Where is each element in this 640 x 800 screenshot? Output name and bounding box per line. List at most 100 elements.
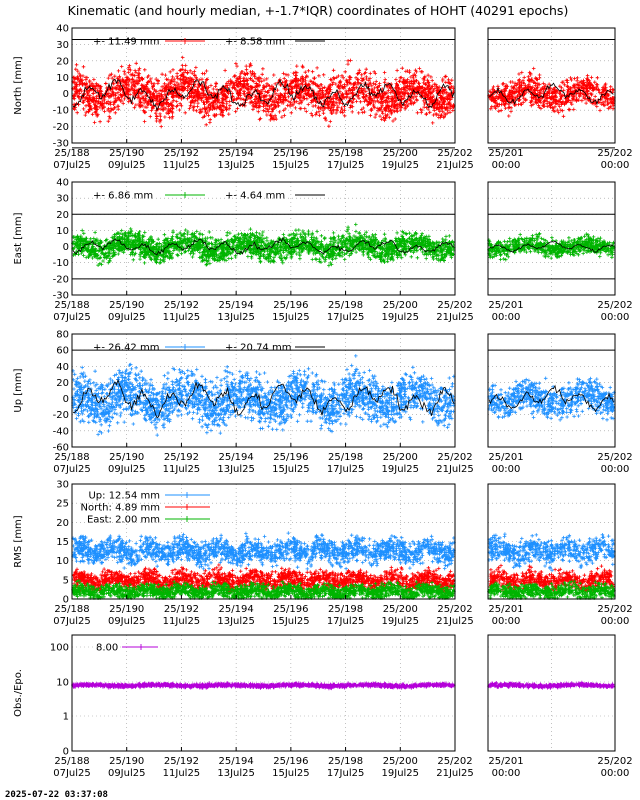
y-tick-label: 80 [56, 330, 69, 341]
y-axis-label: East [mm] [13, 212, 24, 264]
x-tick-label-day: 25/192 [164, 604, 199, 615]
y-tick-label: 25 [56, 499, 69, 510]
x-tick-label-day: 25/202 [437, 148, 472, 159]
plot-frame-main [71, 483, 456, 600]
x-tick-label-date: 07Jul25 [53, 464, 91, 475]
zoom-x-tick-label-time: 00:00 [492, 616, 521, 627]
legend-obs-text: 8.00 [96, 643, 118, 654]
x-tick-label-date: 13Jul25 [217, 160, 255, 171]
x-tick-label-day: 25/202 [437, 452, 472, 463]
x-tick-label-date: 13Jul25 [217, 312, 255, 323]
x-tick-label-date: 21Jul25 [436, 312, 474, 323]
x-tick-label-date: 21Jul25 [436, 616, 474, 627]
y-tick-label: 30 [56, 480, 69, 491]
legend-median-text: +- 8.58 mm [225, 37, 285, 48]
x-tick-label-day: 25/196 [273, 148, 308, 159]
plot-frame-main [71, 333, 456, 448]
x-tick-label-date: 17Jul25 [327, 768, 365, 779]
y-tick-label: -10 [53, 106, 69, 117]
zoom-x-tick-label-day: 25/201 [488, 300, 523, 311]
x-tick-label-day: 25/200 [383, 452, 418, 463]
zoom-x-tick-label-day: 25/201 [488, 604, 523, 615]
x-tick-label-day: 25/190 [109, 148, 144, 159]
y-tick-label: 40 [56, 362, 69, 373]
y-tick-label: 20 [56, 518, 69, 529]
y-tick-label: 10 [56, 556, 69, 567]
rms-series-points [71, 531, 456, 571]
y-axis-label: Up [mm] [13, 368, 24, 412]
x-tick-label-day: 25/196 [273, 300, 308, 311]
plot-frame-zoom [487, 634, 616, 752]
x-tick-label-date: 09Jul25 [108, 616, 146, 627]
zoom-x-tick-label-time: 00:00 [601, 312, 630, 323]
x-tick-label-date: 07Jul25 [53, 312, 91, 323]
y-tick-label: -20 [53, 122, 69, 133]
legend-raw-text: +- 11.49 mm [93, 37, 159, 48]
x-tick-label-date: 19Jul25 [382, 464, 420, 475]
x-tick-label-day: 25/202 [437, 300, 472, 311]
y-axis-label: RMS [mm] [13, 515, 24, 567]
x-tick-label-day: 25/194 [219, 300, 254, 311]
x-tick-label-day: 25/196 [273, 452, 308, 463]
x-tick-label-date: 21Jul25 [436, 464, 474, 475]
timestamp: 2025-07-22 03:37:08 [5, 790, 108, 800]
median-line [72, 237, 455, 256]
plot-frame-zoom [487, 483, 616, 600]
x-tick-label-date: 11Jul25 [163, 616, 201, 627]
rms-series-points [71, 578, 456, 600]
x-tick-label-day: 25/200 [383, 148, 418, 159]
legend-median-text: +- 20.74 mm [225, 343, 291, 354]
x-tick-label-day: 25/194 [219, 604, 254, 615]
zoom-x-tick-label-day: 25/201 [488, 756, 523, 767]
y-tick-label: 0 [63, 394, 69, 405]
median-line [488, 240, 614, 253]
x-tick-label-day: 25/188 [54, 756, 89, 767]
x-tick-label-date: 11Jul25 [163, 464, 201, 475]
x-tick-label-day: 25/188 [54, 300, 89, 311]
data-point [138, 644, 144, 650]
y-tick-label: 1 [63, 712, 69, 723]
x-tick-label-date: 07Jul25 [53, 160, 91, 171]
x-tick-label-day: 25/190 [109, 300, 144, 311]
x-tick-label-day: 25/198 [328, 300, 363, 311]
y-tick-label: -40 [53, 426, 69, 437]
data-point [184, 504, 190, 510]
x-tick-label-date: 19Jul25 [382, 160, 420, 171]
data-series-points [71, 354, 456, 437]
x-tick-label-day: 25/198 [328, 148, 363, 159]
plot-frame-zoom [487, 181, 616, 296]
plot-frame-main [71, 27, 456, 144]
y-tick-label: 20 [56, 210, 69, 221]
x-tick-label-date: 19Jul25 [382, 616, 420, 627]
y-tick-label: -30 [53, 139, 69, 150]
y-tick-label: 10 [56, 226, 69, 237]
median-line [488, 384, 614, 413]
zoom-x-tick-label-time: 00:00 [492, 464, 521, 475]
data-series-points [487, 231, 616, 262]
y-tick-label: 40 [56, 178, 69, 189]
plot-frame-zoom [487, 333, 616, 448]
y-tick-label: 30 [56, 194, 69, 205]
x-tick-label-date: 19Jul25 [382, 312, 420, 323]
data-point [184, 492, 190, 498]
x-tick-label-day: 25/194 [219, 148, 254, 159]
x-tick-label-day: 25/198 [328, 756, 363, 767]
data-series-points [71, 222, 456, 268]
x-tick-label-date: 11Jul25 [163, 768, 201, 779]
y-tick-label: 20 [56, 56, 69, 67]
obs-series-points [71, 681, 456, 691]
y-tick-label: -20 [53, 274, 69, 285]
median-line [72, 378, 455, 419]
y-tick-label: 20 [56, 378, 69, 389]
zoom-x-tick-label-day: 25/202 [597, 148, 632, 159]
x-tick-label-date: 09Jul25 [108, 464, 146, 475]
y-tick-label: 10 [56, 73, 69, 84]
x-tick-label-date: 11Jul25 [163, 160, 201, 171]
zoom-x-tick-label-time: 00:00 [492, 160, 521, 171]
x-tick-label-date: 15Jul25 [272, 464, 310, 475]
x-tick-label-date: 13Jul25 [217, 768, 255, 779]
x-tick-label-date: 15Jul25 [272, 160, 310, 171]
x-tick-label-day: 25/190 [109, 604, 144, 615]
zoom-x-tick-label-day: 25/202 [597, 452, 632, 463]
x-tick-label-date: 19Jul25 [382, 768, 420, 779]
